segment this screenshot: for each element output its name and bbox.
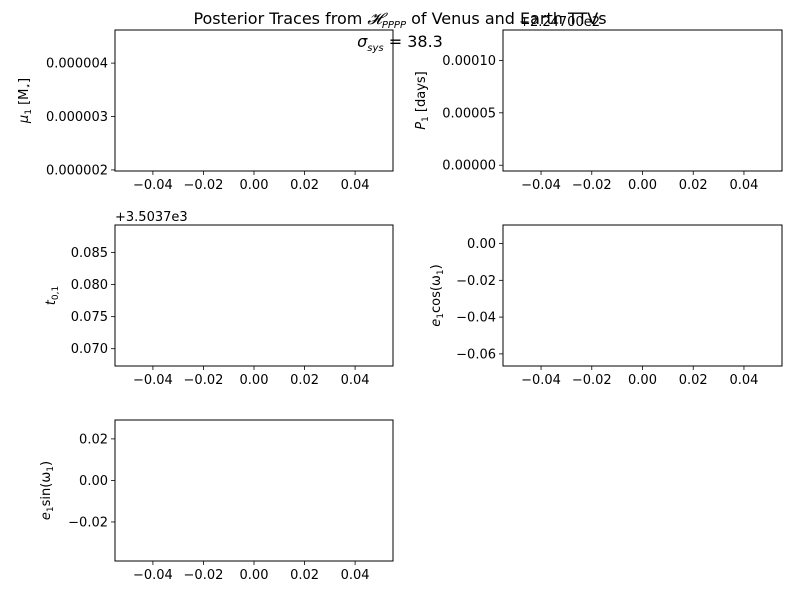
x-tick-label: 0.00: [628, 373, 657, 388]
y-axis-label: P1 [days]: [414, 71, 431, 130]
x-tick-label: 0.00: [240, 178, 269, 193]
panel-t01: −0.04 −0.02 0.00 0.02 0.04 0.070 0.075 0.080 0.0…: [44, 210, 394, 388]
x-tick-label: 0.02: [679, 373, 708, 388]
y-tick-label: 0.00: [467, 237, 496, 252]
y-tick-label: 0.070: [71, 342, 108, 357]
hypothesis-subscript: PPPP: [381, 20, 406, 32]
y-tick-label: −0.02: [456, 274, 496, 289]
y-tick-label: 0.085: [71, 246, 108, 261]
y-tick-label: 0.000004: [46, 57, 108, 72]
y-label-sub: 0,1: [51, 286, 61, 300]
y-label-sub: 1: [436, 313, 446, 319]
x-tick-label: 0.02: [290, 373, 319, 388]
axis-offset-text: +2.24700e2: [519, 15, 600, 30]
y-tick-label: −0.02: [68, 515, 108, 530]
x-tick-label: −0.04: [133, 568, 173, 583]
x-tick-label: −0.04: [521, 178, 561, 193]
y-label-sub2: 1: [436, 269, 446, 275]
x-tick-label: −0.04: [521, 373, 561, 388]
figure-title: Posterior Traces from 𝓗PPPP of Venus and…: [0, 9, 800, 36]
axes-frame: [502, 29, 783, 172]
sigma-value: = 38.3: [383, 32, 443, 51]
x-tick-label: −0.02: [572, 373, 612, 388]
x-tick-label: 0.02: [679, 178, 708, 193]
x-tick-label: 0.00: [240, 568, 269, 583]
y-label-sub2: 1: [46, 466, 56, 472]
axes-frame: [114, 224, 394, 367]
axes-frame: [114, 419, 394, 562]
panel-e1cos: −0.04 −0.02 0.00 0.02 0.04 −0.06 −0.04 −0.02 0.0…: [429, 224, 783, 388]
y-tick-label: 0.000002: [46, 163, 108, 178]
y-label-rest: [M: [17, 89, 32, 109]
y-tick-label: 0.00010: [442, 54, 496, 69]
y-axis-label: μ1 [M⋆]: [17, 78, 34, 124]
sigma-symbol: σ: [357, 32, 368, 51]
x-tick-label: −0.02: [184, 178, 224, 193]
y-label-main: t: [44, 299, 59, 305]
y-tick-label: 0.02: [79, 432, 108, 447]
y-tick-label: 0.00005: [442, 106, 496, 121]
axes-frame: [502, 224, 783, 367]
y-label-main: μ: [17, 115, 32, 124]
y-label-rest: sin(ω: [39, 472, 54, 507]
y-label-close: ): [429, 264, 444, 269]
y-tick-label: −0.04: [456, 311, 496, 326]
y-label-sub2: ⋆: [24, 83, 34, 89]
panel-mu1: −0.04 −0.02 0.00 0.02 0.04 0.000002 0.000003 0.…: [17, 29, 394, 193]
panel-p1: −0.04 −0.02 0.00 0.02 0.04 0.00000 0.00005 0.00…: [414, 15, 783, 193]
x-tick-label: −0.02: [184, 373, 224, 388]
y-tick-label: 0.080: [71, 278, 108, 293]
y-label-close: ]: [17, 78, 32, 83]
y-label-main: e: [429, 319, 444, 327]
y-label-sub: 1: [421, 116, 431, 122]
x-tick-label: 0.04: [341, 178, 370, 193]
hypothesis-symbol: 𝓗: [367, 9, 382, 28]
y-tick-label: 0.075: [71, 310, 108, 325]
x-tick-label: 0.00: [628, 178, 657, 193]
panel-e1sin: −0.04 −0.02 0.00 0.02 0.04−0.020.000.02e1sin…: [39, 419, 394, 583]
y-label-rest: cos(ω: [429, 275, 444, 313]
x-tick-label: −0.04: [133, 373, 173, 388]
y-label-main: P: [414, 122, 429, 130]
y-tick-label: 0.00000: [442, 159, 496, 174]
y-tick-label: 0.00: [79, 474, 108, 489]
figure-subtitle: σsys = 38.3: [0, 32, 800, 59]
y-label-rest: [days]: [414, 71, 429, 116]
x-tick-label: −0.02: [572, 178, 612, 193]
axis-offset-text: +3.5037e3: [115, 210, 188, 225]
x-tick-label: −0.02: [184, 568, 224, 583]
y-tick-label: −0.06: [456, 347, 496, 362]
y-label-main: e: [39, 512, 54, 520]
axes-frame: [114, 29, 394, 172]
figure-title-suffix: of Venus and Earth TTVs: [405, 9, 607, 28]
x-tick-label: 0.02: [290, 568, 319, 583]
x-tick-label: 0.04: [341, 568, 370, 583]
y-axis-label: e1cos(ω1): [429, 264, 446, 326]
sigma-subscript: sys: [367, 43, 384, 55]
x-tick-label: 0.04: [729, 178, 758, 193]
x-tick-label: 0.04: [729, 373, 758, 388]
y-axis-label: e1sin(ω1): [39, 461, 56, 520]
y-label-sub: 1: [46, 506, 56, 512]
figure-title-prefix: Posterior Traces from: [193, 9, 368, 28]
x-tick-label: 0.02: [290, 178, 319, 193]
y-label-close: ): [39, 461, 54, 466]
x-tick-label: 0.00: [240, 373, 269, 388]
x-tick-label: −0.04: [133, 178, 173, 193]
y-tick-label: 0.000003: [46, 110, 108, 125]
x-tick-label: 0.04: [341, 373, 370, 388]
y-label-sub: 1: [24, 109, 34, 115]
y-axis-label: t0,1: [44, 286, 61, 305]
